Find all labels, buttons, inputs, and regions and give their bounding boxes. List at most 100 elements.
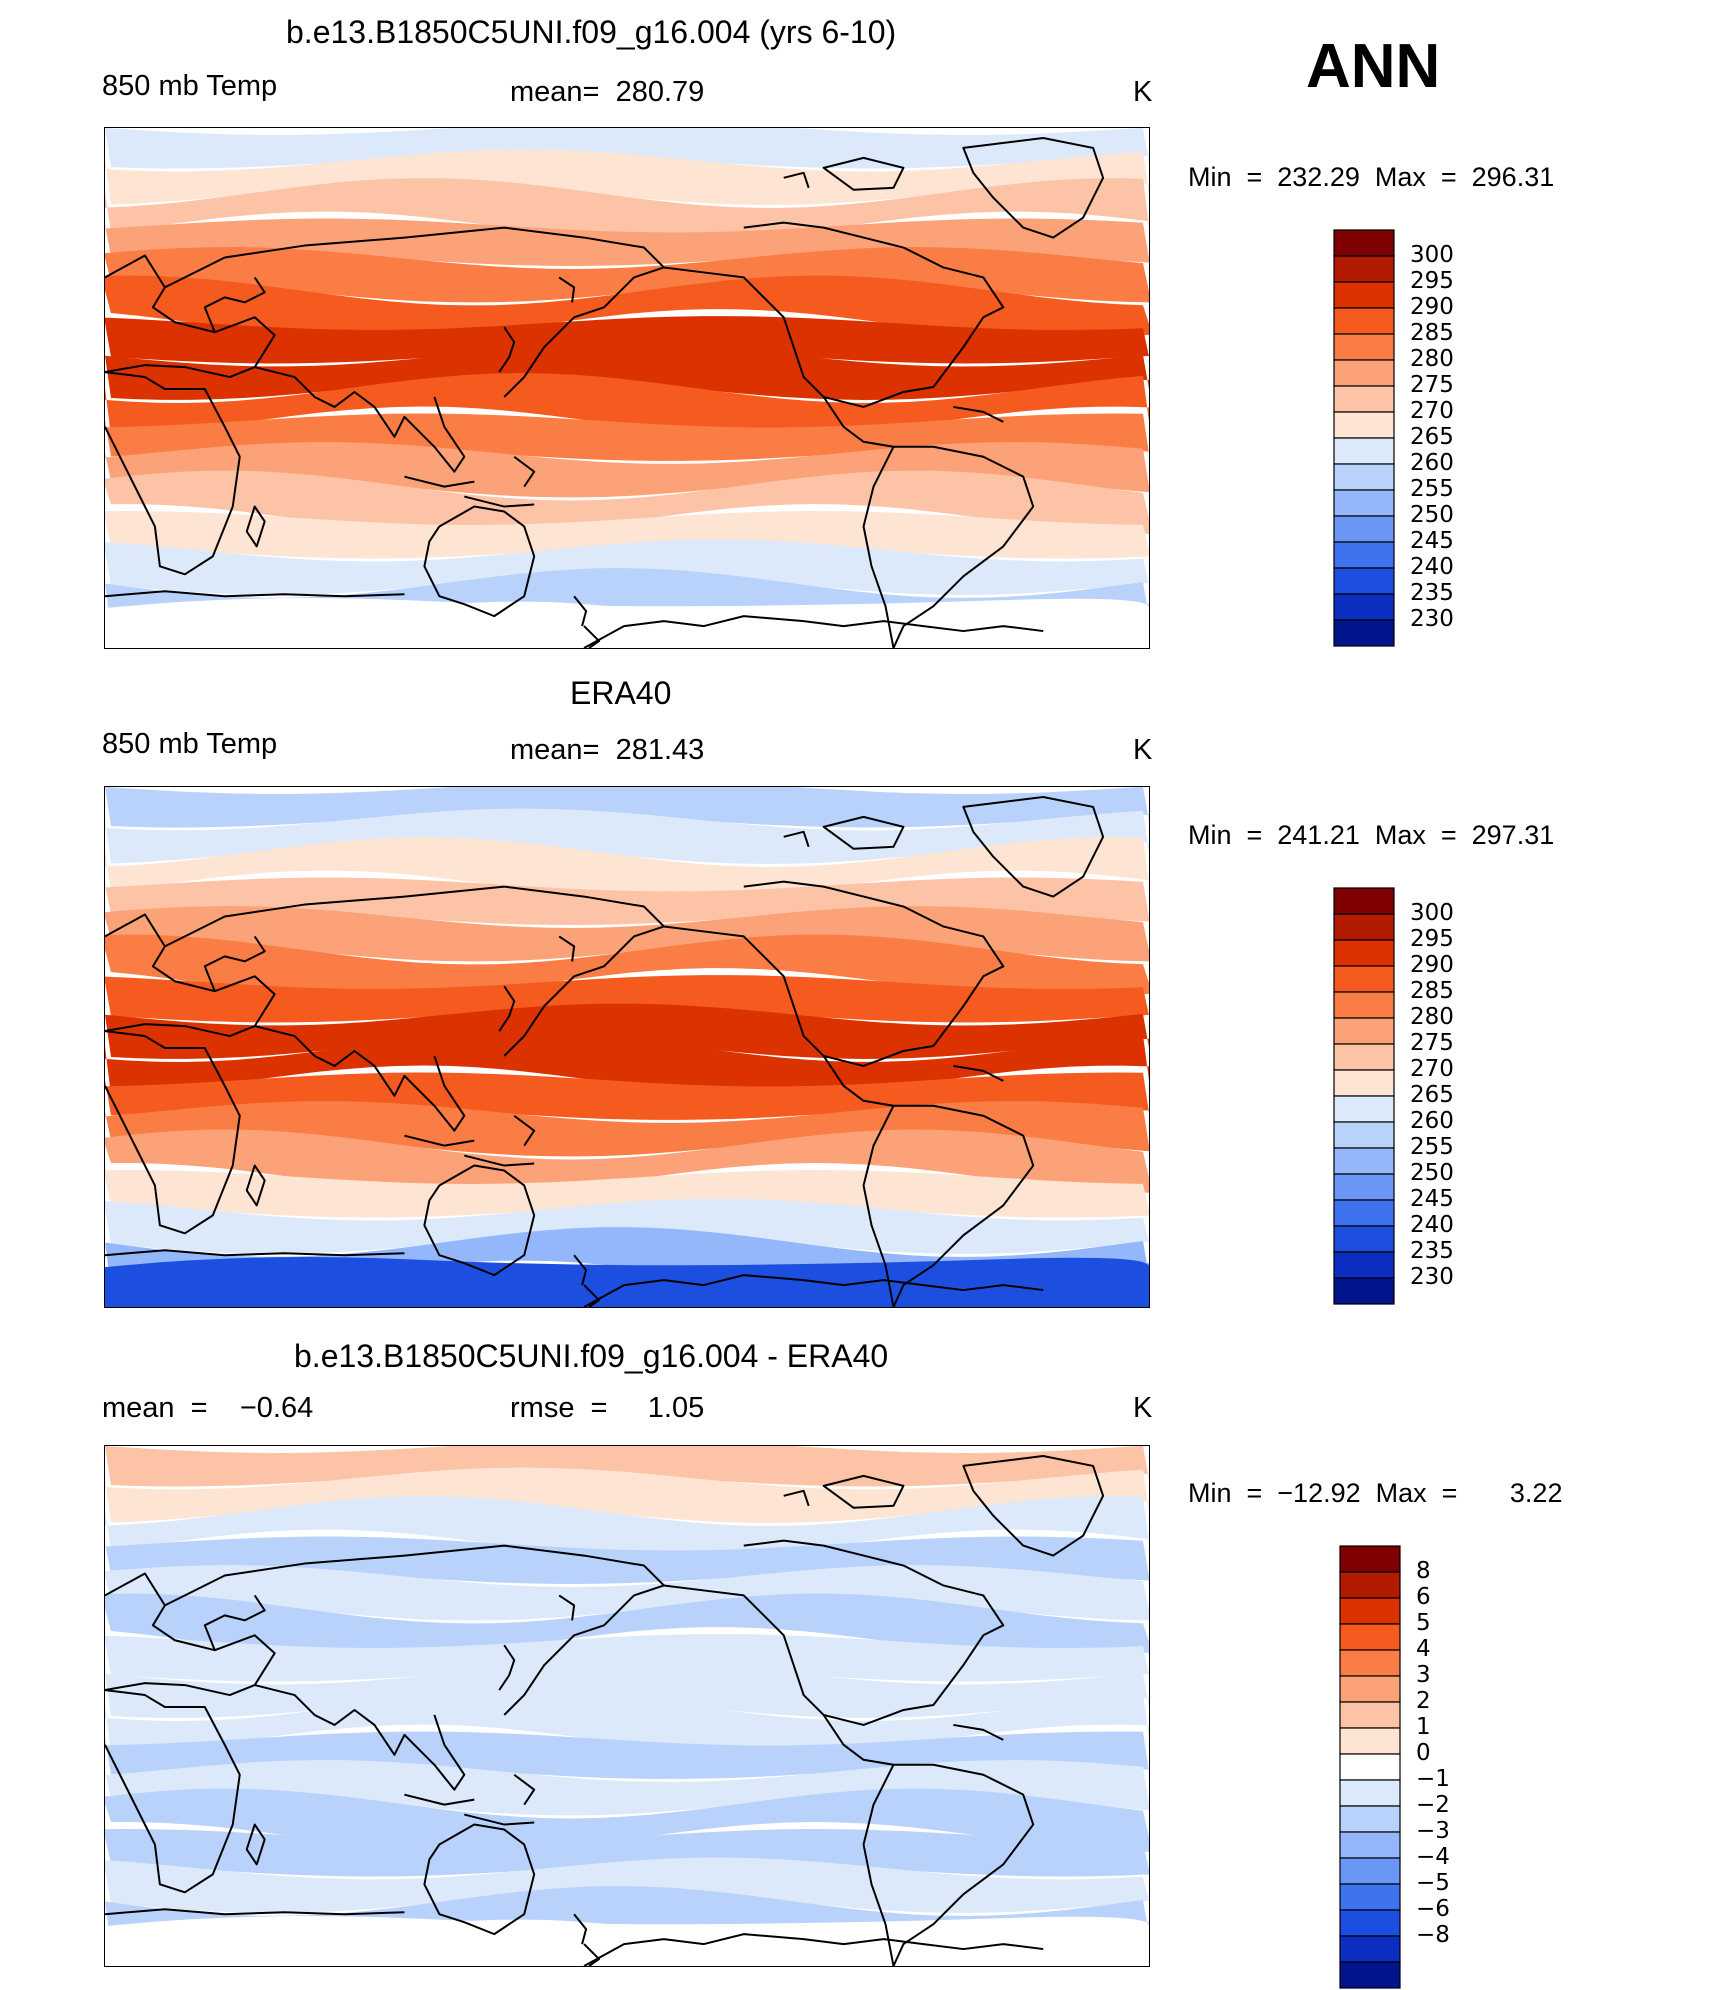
colorbar-tick-label: 250 <box>1410 502 1454 528</box>
coastline <box>513 455 536 488</box>
map-band <box>105 1536 1149 1584</box>
panel1-min-max: Min = 232.29 Max = 296.31 <box>1188 162 1555 192</box>
colorbar-swatch <box>1339 1753 1401 1781</box>
coastline <box>558 276 576 303</box>
colorbar-swatch <box>1333 411 1395 439</box>
map-band <box>105 1467 1149 1523</box>
map-band <box>105 1691 1149 1755</box>
colorbar-swatch <box>1333 887 1395 915</box>
colorbar-swatch <box>1333 1069 1395 1097</box>
map-band <box>105 1496 1149 1560</box>
map-band <box>105 1129 1149 1193</box>
colorbar-tick-label: −1 <box>1416 1766 1450 1792</box>
colorbar-tick-label: 265 <box>1410 1082 1454 1108</box>
colorbar-swatch <box>1339 1831 1401 1859</box>
colorbar-swatch <box>1339 1701 1401 1729</box>
coastline <box>783 830 810 848</box>
map-band <box>105 975 1149 1023</box>
map-band <box>105 128 1149 169</box>
colorbar-tick-label: 235 <box>1410 1238 1454 1264</box>
coastline <box>822 1055 1035 1307</box>
panel1-variable-label: 850 mb Temp <box>102 70 278 102</box>
colorbar-swatch <box>1333 229 1395 257</box>
colorbar-swatch <box>1333 333 1395 361</box>
panel2-min-max: Min = 241.21 Max = 297.31 <box>1188 820 1555 850</box>
colorbar-tick-label: 265 <box>1410 424 1454 450</box>
colorbar-swatch <box>1333 1277 1395 1305</box>
panel3-map <box>104 1445 1150 1967</box>
colorbar-tick-label: 6 <box>1416 1584 1431 1610</box>
colorbar-tick-label: −4 <box>1416 1844 1450 1870</box>
map-band <box>105 1788 1149 1852</box>
colorbar-tick-label: 245 <box>1410 1186 1454 1212</box>
coastline <box>423 1823 536 1936</box>
coastline <box>862 446 895 648</box>
map-band <box>105 218 1149 266</box>
coastline <box>583 1284 601 1307</box>
coastline <box>404 1134 475 1147</box>
map-band <box>105 787 1149 828</box>
coastline <box>105 1249 405 1257</box>
coastline <box>105 371 241 576</box>
colorbar-swatch <box>1339 1805 1401 1833</box>
coastline <box>254 366 466 473</box>
coastline <box>573 1913 588 1945</box>
colorbar-swatch <box>1333 515 1395 543</box>
colorbar-tick-label: 5 <box>1416 1610 1431 1636</box>
coastline <box>513 1773 536 1806</box>
antarctic-region <box>105 1256 1149 1307</box>
colorbar-tick-label: 275 <box>1410 372 1454 398</box>
map-band <box>105 316 1149 364</box>
colorbar-tick-label: 250 <box>1410 1160 1454 1186</box>
coastline <box>663 221 1005 408</box>
coastline <box>663 1539 1005 1726</box>
panel1-map <box>104 127 1150 649</box>
map-band <box>105 1565 1149 1621</box>
coastline <box>583 1943 601 1966</box>
map-band <box>105 1032 1149 1096</box>
colorbar-tick-label: −8 <box>1416 1922 1450 1948</box>
coastline <box>105 1030 241 1235</box>
colorbar-swatch <box>1339 1623 1401 1651</box>
colorbar-swatch <box>1333 965 1395 993</box>
coastline <box>862 1105 895 1307</box>
colorbar-swatch <box>1333 619 1395 647</box>
colorbar-swatch <box>1333 593 1395 621</box>
map-band <box>105 1857 1149 1913</box>
coastline <box>164 885 665 1057</box>
coastline <box>962 136 1105 239</box>
map-band <box>105 149 1149 205</box>
colorbar-tick-label: −6 <box>1416 1896 1450 1922</box>
coastline <box>663 880 1005 1067</box>
colorbar-tick-label: 290 <box>1410 294 1454 320</box>
coastline <box>558 1594 576 1621</box>
panel2-map <box>104 786 1150 1308</box>
colorbar-swatch <box>1333 1251 1395 1279</box>
colorbar-swatch <box>1333 255 1395 283</box>
colorbar-tick-label: 275 <box>1410 1030 1454 1056</box>
panel3-min-max: Min = −12.92 Max = 3.22 <box>1188 1478 1563 1508</box>
colorbar-swatch <box>1339 1935 1401 1963</box>
coastline <box>203 1594 266 1651</box>
coastline <box>822 815 905 850</box>
map-band <box>105 1829 1149 1877</box>
coastline <box>404 1793 475 1806</box>
coastline <box>783 1489 810 1507</box>
coastline <box>464 495 535 508</box>
colorbar-tick-label: 280 <box>1410 346 1454 372</box>
coastline <box>583 1933 1044 1966</box>
coastline <box>498 326 516 373</box>
colorbar-tick-label: 255 <box>1410 1134 1454 1160</box>
map-band <box>105 906 1149 962</box>
coastline <box>583 615 1044 648</box>
colorbar-tick-label: 295 <box>1410 268 1454 294</box>
coastline <box>583 1274 1044 1307</box>
colorbar-swatch <box>1333 1043 1395 1071</box>
colorbar-swatch <box>1333 567 1395 595</box>
coastline <box>962 1454 1105 1557</box>
colorbar-tick-label: 285 <box>1410 320 1454 346</box>
coastline <box>558 935 576 962</box>
map-band <box>105 837 1149 901</box>
coastline <box>464 1813 535 1826</box>
colorbar-swatch <box>1333 1173 1395 1201</box>
